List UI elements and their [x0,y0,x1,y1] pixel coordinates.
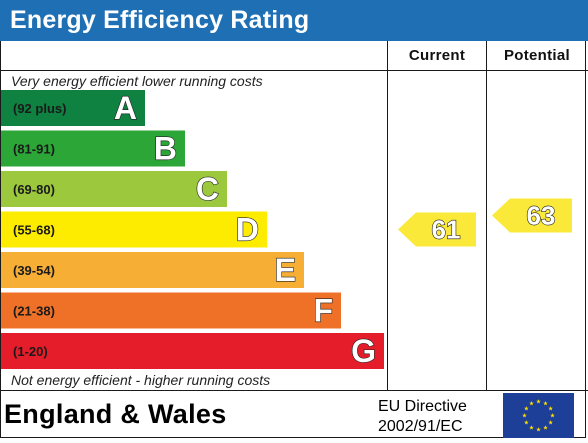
eu-flag-icon [503,393,574,438]
star-icon [522,413,527,418]
current-rating-arrow [398,212,476,247]
region-label: England & Wales [4,399,227,429]
band-letter-g: G [351,333,376,369]
star-icon [543,400,548,406]
star-icon [548,406,553,411]
star-icon [536,427,541,432]
band-g [1,333,384,369]
potential-rating-value: 63 [527,201,556,231]
band-d [1,211,267,248]
band-letter-c: C [196,171,219,207]
eu-stars [522,399,555,432]
chart-title: Energy Efficiency Rating [10,6,310,34]
potential-rating-arrow [492,198,572,233]
band-range-d: (55-68) [13,223,55,238]
band-range-b: (81-91) [13,142,55,157]
band-letter-d: D [236,212,259,248]
band-b [1,130,185,167]
column-header-potential: Potential [503,47,571,64]
current-rating-value: 61 [432,215,461,245]
star-icon [543,425,548,430]
note-inefficient: Not energy efficient - higher running co… [11,372,271,388]
note-efficient: Very energy efficient lower running cost… [11,73,263,89]
divider-current [387,41,388,390]
band-letter-a: A [114,90,137,126]
column-header-current: Current [408,47,466,64]
band-letter-f: F [313,293,333,329]
header-divider [0,70,588,71]
star-icon [524,406,529,411]
star-icon [529,425,534,430]
footer-divider [0,390,588,391]
band-range-a: (92 plus) [13,101,66,116]
star-icon [548,420,553,425]
band-letter-e: E [275,252,296,288]
star-icon [529,400,534,406]
band-f [1,292,341,329]
directive-label: EU Directive 2002/91/EC [378,397,467,437]
band-range-f: (21-38) [13,304,55,319]
star-icon [524,420,529,425]
band-letter-b: B [154,131,177,167]
band-e [1,252,304,288]
band-a [1,90,145,126]
star-icon [536,399,541,404]
divider-potential [486,41,487,390]
band-range-e: (39-54) [13,263,55,278]
band-range-g: (1-20) [13,344,48,359]
band-c [1,171,227,207]
directive-line-1: EU Directive [378,398,467,415]
directive-line-2: 2002/91/EC [378,418,463,435]
star-icon [550,413,555,418]
band-range-c: (69-80) [13,182,55,197]
title-bar: Energy Efficiency Rating [0,0,588,41]
